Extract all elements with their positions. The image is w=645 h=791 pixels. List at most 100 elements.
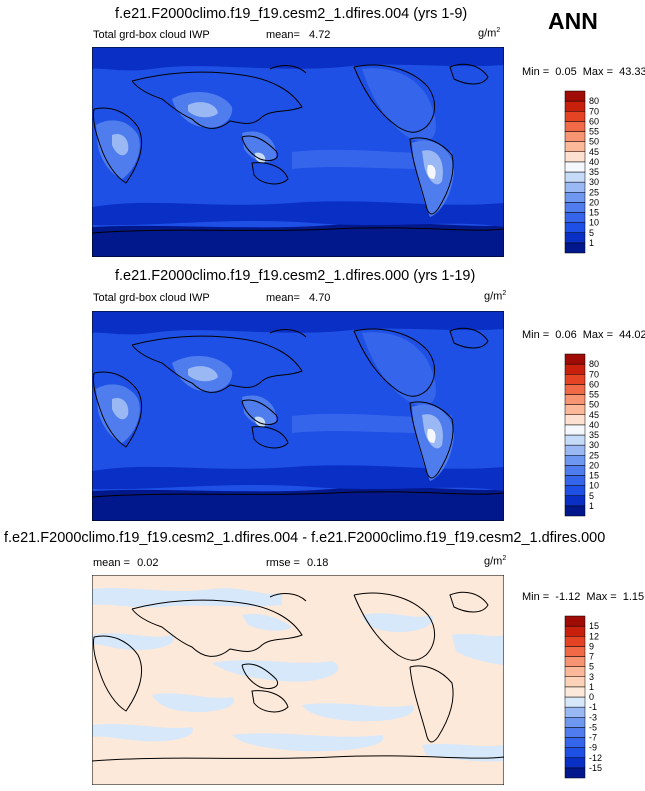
colorbar-2-swatch-7 bbox=[564, 434, 586, 446]
panel-1-arctic-band bbox=[92, 47, 504, 71]
colorbar-1-tick-label: 10 bbox=[589, 218, 599, 228]
colorbar-3-tick-label: -9 bbox=[589, 743, 597, 753]
colorbar-2-tick-label: 25 bbox=[589, 450, 599, 460]
panel-2-title: f.e21.F2000climo.f19_f19.cesm2_1.dfires.… bbox=[115, 268, 476, 284]
panel-1-title: f.e21.F2000climo.f19_f19.cesm2_1.dfires.… bbox=[115, 6, 468, 22]
panel-3-max-value: 1.15 bbox=[622, 591, 645, 603]
colorbar-2-tick-label: 45 bbox=[589, 410, 599, 420]
panel-2-maritime-fill bbox=[242, 395, 277, 427]
colorbar-2-swatch-11 bbox=[564, 394, 586, 405]
panel-3-mean-label: mean = bbox=[93, 557, 130, 569]
panel-2-africa-peak bbox=[112, 397, 129, 420]
colorbar-2-swatch-8 bbox=[564, 424, 586, 436]
colorbar-1-swatch-10 bbox=[564, 141, 586, 152]
panel-2-unit: g/m2 bbox=[484, 290, 506, 303]
panel-1-antarctic-band bbox=[92, 223, 504, 257]
colorbar-1-tick-label: 15 bbox=[589, 208, 599, 218]
colorbar-1-tick-label: 40 bbox=[589, 157, 599, 167]
colorbar-1-swatch-11 bbox=[564, 131, 586, 142]
colorbar-2-tick-label: 20 bbox=[589, 460, 599, 470]
panel-1-north-america-fill bbox=[362, 68, 436, 142]
colorbar-1-tick-label: 5 bbox=[589, 228, 594, 238]
colorbar-2-tick-label: 50 bbox=[589, 400, 599, 410]
panel-1-minmax: Min = 0.05 Max = 43.33 bbox=[522, 66, 645, 78]
colorbar-1-tick-label: 25 bbox=[589, 187, 599, 197]
colorbar-1-swatch-1 bbox=[564, 232, 586, 244]
panel-1-max-label: Max = bbox=[582, 66, 614, 78]
panel-2-north-america-fill bbox=[362, 332, 436, 406]
panel-1-tibet-peak bbox=[188, 102, 218, 118]
panel-2-arctic-band bbox=[92, 311, 504, 335]
panel-2-andes-max bbox=[427, 428, 436, 443]
colorbar-2-swatch-12 bbox=[564, 384, 586, 395]
colorbar-1-swatch-6 bbox=[564, 181, 586, 193]
colorbar-1-swatch-8 bbox=[564, 161, 586, 173]
panel-3-coastlines bbox=[92, 591, 504, 762]
colorbar-2-tick-label: 70 bbox=[589, 369, 599, 379]
colorbar-2-tick-label: 15 bbox=[589, 471, 599, 481]
panel-1-coastlines bbox=[92, 63, 504, 234]
colorbar-3-swatch-10 bbox=[564, 666, 586, 677]
colorbar-3-tick-label: -3 bbox=[589, 712, 597, 722]
colorbar-3-tick-label: -12 bbox=[589, 753, 602, 763]
colorbar-2-swatch-14 bbox=[564, 363, 586, 375]
panel-3-mean-value: 0.02 bbox=[137, 557, 159, 569]
panel-2-max-label: Max = bbox=[582, 329, 614, 341]
colorbar-1-swatch-13 bbox=[564, 111, 586, 122]
panel-1-africa-peak bbox=[112, 133, 129, 156]
colorbar-3-tick-label: 3 bbox=[589, 672, 594, 682]
colorbar-3-tick-label: 0 bbox=[589, 692, 594, 702]
colorbar-2-swatch-13 bbox=[564, 374, 586, 385]
colorbar-3-swatch-12 bbox=[564, 646, 586, 657]
colorbar-3-tick-label: -5 bbox=[589, 722, 597, 732]
colorbar-1-swatch-2 bbox=[564, 222, 586, 233]
panel-2-coastlines bbox=[92, 327, 504, 498]
colorbar-1-tick-label: 55 bbox=[589, 127, 599, 137]
panel-3-min-value: -1.12 bbox=[555, 591, 581, 603]
panel-3-rmse-label: rmse = bbox=[266, 557, 300, 569]
panel-1-variable-label: Total grd-box cloud IWP bbox=[93, 29, 210, 41]
colorbar-1-tick-label: 35 bbox=[589, 167, 599, 177]
colorbar-3-swatch-6 bbox=[564, 706, 586, 718]
panel-2-min-value: 0.06 bbox=[555, 329, 577, 341]
panel-1-southern-band bbox=[92, 201, 504, 227]
panel-1-min-label: Min = bbox=[522, 66, 550, 78]
colorbar-1-tick-label: 50 bbox=[589, 137, 599, 147]
colorbar-1-swatch-5 bbox=[564, 192, 586, 203]
panel-3-negative-regions bbox=[92, 588, 504, 762]
colorbar-2-swatch-4 bbox=[564, 465, 586, 476]
panel-2-unit-exp: 2 bbox=[502, 290, 507, 297]
colorbar-1-swatch-4 bbox=[564, 202, 586, 213]
panel-1-maritime-fill bbox=[242, 131, 277, 163]
colorbar-3-swatch-14 bbox=[564, 625, 586, 637]
panel-2-colorbar: 1 5 10 15 20 25 30 35 40 45 50 55 60 70 80 bbox=[563, 352, 633, 520]
panel-2-max-value: 44.02 bbox=[619, 329, 645, 341]
colorbar-2-swatch-15 bbox=[564, 353, 586, 365]
panel-1-colorbar: 1 5 10 15 20 25 30 35 40 45 50 55 60 70 80 bbox=[563, 89, 633, 257]
panel-1-mean-label: mean= bbox=[266, 29, 300, 41]
colorbar-2-swatch-6 bbox=[564, 444, 586, 456]
panel-3-rmse-value: 0.18 bbox=[307, 557, 329, 569]
colorbar-3-tick-label: 7 bbox=[589, 652, 594, 662]
colorbar-3-tick-label: -15 bbox=[589, 763, 602, 773]
panel-1-map bbox=[92, 47, 504, 257]
colorbar-3-swatch-3 bbox=[564, 737, 586, 748]
colorbar-2-swatch-5 bbox=[564, 455, 586, 466]
colorbar-3-swatch-13 bbox=[564, 636, 586, 647]
colorbar-3-swatch-0 bbox=[564, 767, 586, 779]
colorbar-3-tick-label: 12 bbox=[589, 631, 599, 641]
panel-3-map bbox=[92, 575, 504, 785]
panel-2-mean-label: mean= bbox=[266, 292, 300, 304]
panel-1-unit-exp: 2 bbox=[496, 27, 501, 34]
panel-3-rmse: rmse = 0.18 bbox=[266, 557, 328, 569]
colorbar-3-swatch-2 bbox=[564, 747, 586, 758]
panel-2-antarctic-band bbox=[92, 487, 504, 521]
panel-3-minmax: Min = -1.12 Max = 1.15 bbox=[522, 591, 644, 603]
colorbar-3-tick-label: -1 bbox=[589, 702, 597, 712]
panel-2-min-label: Min = bbox=[522, 329, 550, 341]
colorbar-1-swatch-7 bbox=[564, 171, 586, 183]
panel-2-variable-label: Total grd-box cloud IWP bbox=[93, 292, 210, 304]
panel-3-unit: g/m2 bbox=[484, 555, 506, 568]
colorbar-2-swatch-9 bbox=[564, 414, 586, 426]
